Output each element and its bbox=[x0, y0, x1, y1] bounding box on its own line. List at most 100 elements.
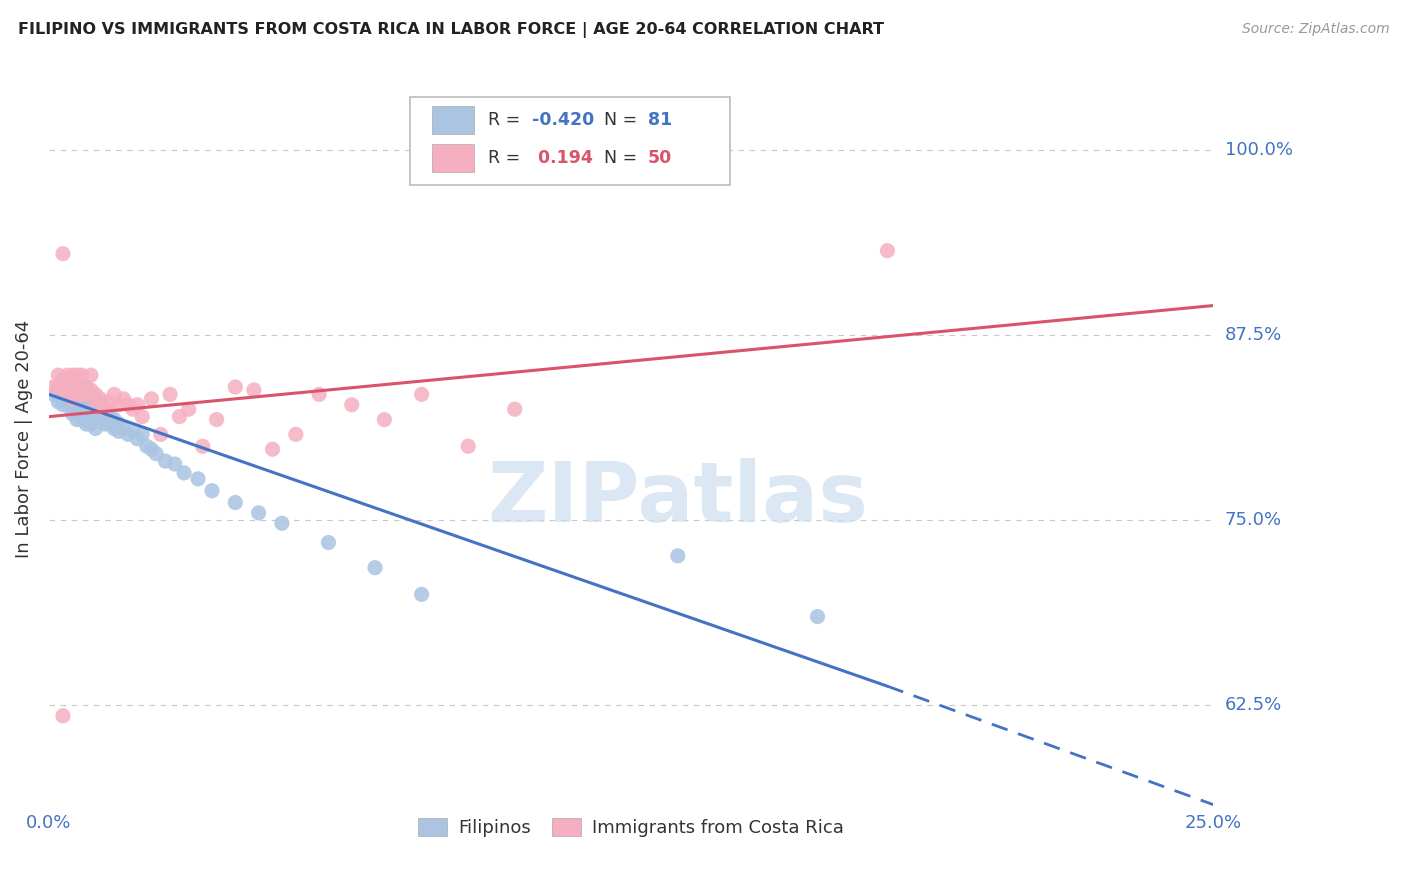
Point bbox=[155, 454, 177, 468]
Point bbox=[42, 380, 65, 394]
Point bbox=[84, 392, 107, 406]
Point bbox=[75, 380, 97, 394]
Point bbox=[224, 495, 246, 509]
Point bbox=[411, 387, 433, 401]
Point bbox=[52, 387, 75, 401]
Point bbox=[60, 398, 83, 412]
Point bbox=[503, 402, 526, 417]
Point bbox=[89, 394, 111, 409]
Bar bbox=[432, 145, 474, 172]
Point bbox=[98, 409, 121, 424]
Point bbox=[60, 380, 83, 394]
Point bbox=[84, 412, 107, 426]
Point bbox=[108, 398, 131, 412]
Point bbox=[70, 380, 93, 394]
Point bbox=[66, 383, 89, 397]
Point bbox=[80, 394, 103, 409]
Point bbox=[149, 427, 172, 442]
Point bbox=[60, 392, 83, 406]
Point bbox=[66, 398, 89, 412]
Point bbox=[121, 425, 143, 439]
Point bbox=[70, 407, 93, 421]
Point bbox=[145, 447, 167, 461]
Point bbox=[52, 380, 75, 394]
Point bbox=[191, 439, 214, 453]
Text: 87.5%: 87.5% bbox=[1225, 326, 1282, 344]
Point bbox=[173, 466, 195, 480]
Point bbox=[247, 506, 270, 520]
Point bbox=[70, 368, 93, 383]
Point bbox=[52, 373, 75, 387]
Point bbox=[84, 407, 107, 421]
Point bbox=[94, 417, 117, 431]
Point bbox=[52, 398, 75, 412]
Text: 81: 81 bbox=[648, 111, 672, 128]
Point bbox=[411, 587, 433, 601]
Point bbox=[169, 409, 191, 424]
Text: 50: 50 bbox=[648, 149, 672, 167]
Point bbox=[46, 380, 69, 394]
Point bbox=[56, 383, 79, 397]
Point bbox=[46, 368, 69, 383]
Point bbox=[66, 412, 89, 426]
Point bbox=[103, 387, 125, 401]
Point bbox=[60, 392, 83, 406]
Point bbox=[70, 398, 93, 412]
Point bbox=[84, 421, 107, 435]
Point bbox=[60, 380, 83, 394]
Point bbox=[80, 417, 103, 431]
Point bbox=[94, 402, 117, 417]
Point bbox=[46, 394, 69, 409]
Point bbox=[112, 421, 135, 435]
Point bbox=[666, 549, 689, 563]
Point bbox=[80, 383, 103, 397]
Point bbox=[318, 535, 340, 549]
Point bbox=[98, 394, 121, 409]
Point bbox=[201, 483, 224, 498]
Point bbox=[70, 412, 93, 426]
Legend: Filipinos, Immigrants from Costa Rica: Filipinos, Immigrants from Costa Rica bbox=[411, 811, 851, 845]
Point bbox=[89, 412, 111, 426]
Point bbox=[56, 390, 79, 404]
Point bbox=[108, 417, 131, 431]
Point bbox=[177, 402, 200, 417]
Text: 0.194: 0.194 bbox=[533, 149, 593, 167]
Point bbox=[56, 368, 79, 383]
Point bbox=[117, 398, 139, 412]
Point bbox=[131, 409, 153, 424]
Point bbox=[52, 392, 75, 406]
Point bbox=[75, 394, 97, 409]
Point bbox=[163, 457, 186, 471]
Point bbox=[187, 472, 209, 486]
Point bbox=[52, 380, 75, 394]
Point bbox=[66, 377, 89, 392]
FancyBboxPatch shape bbox=[411, 97, 730, 185]
Point bbox=[75, 409, 97, 424]
Point bbox=[308, 387, 330, 401]
Point bbox=[70, 387, 93, 401]
Point bbox=[141, 442, 163, 457]
Point bbox=[373, 412, 395, 426]
Point bbox=[127, 398, 149, 412]
Text: ZIPatlas: ZIPatlas bbox=[488, 458, 869, 539]
Point bbox=[52, 246, 75, 260]
Point bbox=[42, 387, 65, 401]
Point bbox=[243, 383, 266, 397]
Point bbox=[159, 387, 181, 401]
Point bbox=[56, 380, 79, 394]
Point bbox=[284, 427, 307, 442]
Point bbox=[806, 609, 828, 624]
Point bbox=[98, 417, 121, 431]
Point bbox=[127, 432, 149, 446]
Point bbox=[131, 427, 153, 442]
Point bbox=[80, 402, 103, 417]
Point bbox=[262, 442, 284, 457]
Point bbox=[84, 387, 107, 401]
Text: 100.0%: 100.0% bbox=[1225, 141, 1292, 159]
Point bbox=[103, 421, 125, 435]
Point bbox=[46, 387, 69, 401]
Point bbox=[84, 398, 107, 412]
Point bbox=[75, 402, 97, 417]
Point bbox=[75, 387, 97, 401]
Point bbox=[108, 425, 131, 439]
